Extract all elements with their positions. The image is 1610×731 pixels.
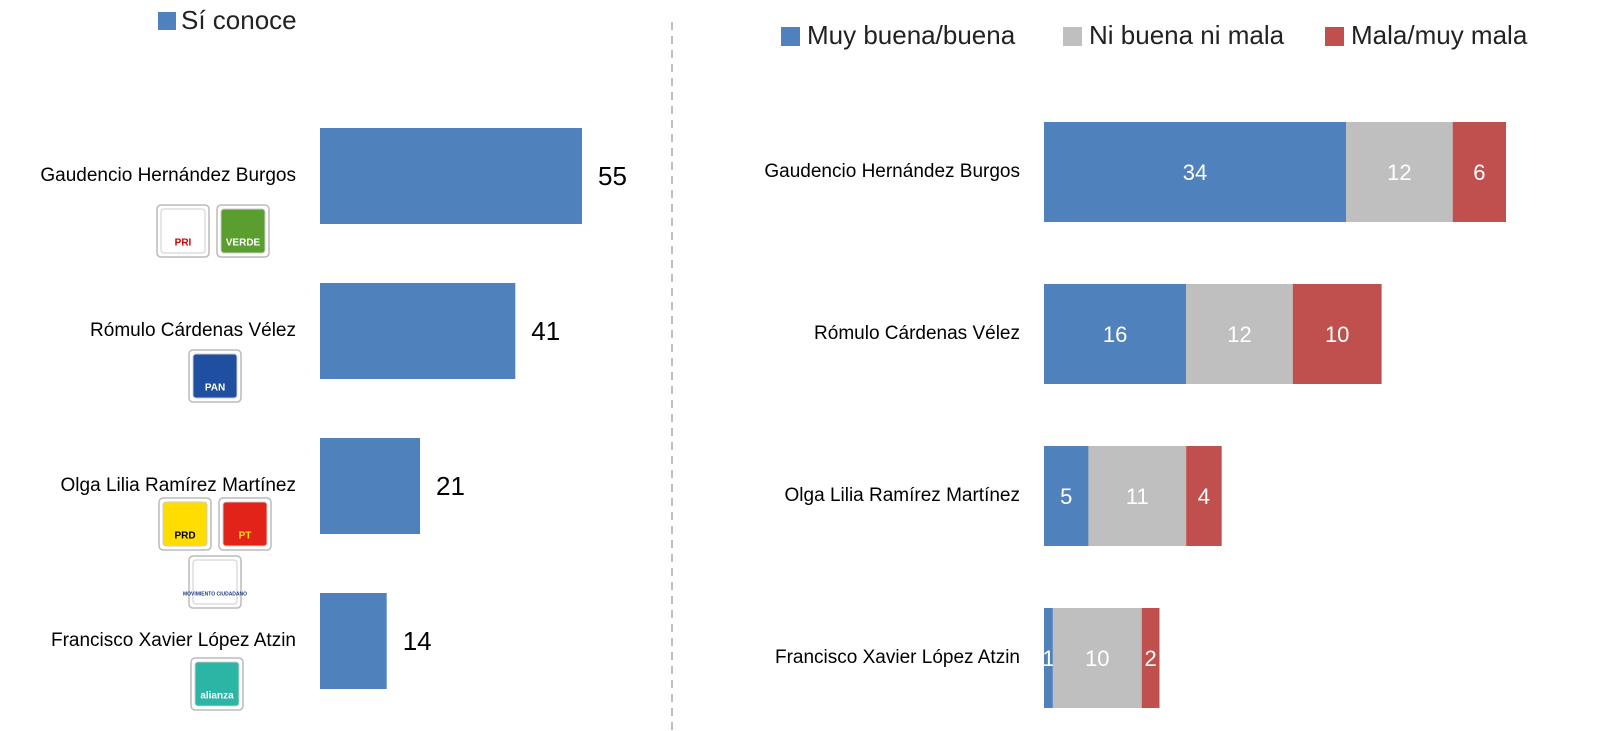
bar-segment	[1044, 608, 1053, 708]
legend-label: Sí conoce	[181, 5, 297, 35]
category-label: Francisco Xavier López Atzin	[775, 647, 1020, 668]
value-label: 11	[1126, 484, 1149, 509]
value-label: 5	[1060, 484, 1072, 509]
logo-body	[192, 353, 238, 399]
logo-body	[160, 208, 206, 254]
bar-segment	[1044, 446, 1089, 546]
value-label: 41	[531, 316, 560, 346]
value-label: 12	[1227, 322, 1251, 347]
category-label: Francisco Xavier López Atzin	[51, 630, 296, 651]
logo-body	[220, 208, 266, 254]
value-label: 12	[1387, 160, 1411, 185]
bar-segment	[1052, 608, 1142, 708]
bar-segment	[1044, 284, 1187, 384]
value-label: 10	[1325, 322, 1349, 347]
bar-segment	[1186, 446, 1222, 546]
logo-body	[192, 559, 238, 605]
party-logo: VERDE	[216, 204, 270, 258]
bar	[320, 283, 516, 379]
value-label: 21	[436, 471, 465, 501]
value-label: 2	[1144, 646, 1156, 671]
bar-segment	[1346, 122, 1453, 222]
category-label: Olga Lilia Ramírez Martínez	[785, 485, 1020, 506]
value-label: 1	[1042, 646, 1054, 671]
bar	[320, 593, 387, 689]
category-label: Gaudencio Hernández Burgos	[764, 161, 1020, 182]
legend-swatch	[1325, 27, 1344, 46]
party-logo: alianza	[190, 657, 244, 711]
party-logo: PRI	[156, 204, 210, 258]
category-label: Rómulo Cárdenas Vélez	[90, 320, 296, 341]
bar-segment	[1088, 446, 1187, 546]
logo-text: VERDE	[226, 238, 261, 249]
logo-body	[222, 501, 268, 547]
logo-text: MOVIMIENTO CIUDADANO	[183, 591, 247, 597]
logo-text: PRI	[175, 238, 192, 249]
bar-segment	[1186, 284, 1293, 384]
logo-text: alianza	[200, 691, 234, 702]
category-label: Olga Lilia Ramírez Martínez	[61, 475, 296, 496]
logo-body	[162, 501, 208, 547]
logo-body	[194, 661, 240, 707]
legend-label: Mala/muy mala	[1351, 20, 1528, 50]
value-label: 10	[1085, 646, 1109, 671]
bar	[320, 128, 582, 224]
party-logo: PT	[218, 497, 272, 551]
legend-swatch	[1063, 27, 1082, 46]
logo-text: PAN	[205, 383, 225, 394]
logo-text: PRD	[174, 531, 195, 542]
logo-text: PT	[239, 531, 252, 542]
bar-segment	[1141, 608, 1160, 708]
bar-segment	[1452, 122, 1506, 222]
bar-segment	[1292, 284, 1382, 384]
legend-label: Muy buena/buena	[807, 20, 1016, 50]
party-logo: PRD	[158, 497, 212, 551]
legend-swatch	[781, 27, 800, 46]
category-label: Gaudencio Hernández Burgos	[40, 165, 296, 186]
value-label: 4	[1198, 484, 1210, 509]
bar	[320, 438, 421, 534]
party-logo: MOVIMIENTO CIUDADANO	[183, 555, 247, 609]
value-label: 34	[1183, 160, 1207, 185]
legend-swatch	[158, 12, 176, 30]
party-logo: PAN	[188, 349, 242, 403]
value-label: 16	[1103, 322, 1127, 347]
value-label: 6	[1473, 160, 1485, 185]
legend-label: Ni buena ni mala	[1089, 20, 1285, 50]
value-label: 14	[403, 626, 432, 656]
bar-segment	[1044, 122, 1347, 222]
category-label: Rómulo Cárdenas Vélez	[814, 323, 1020, 344]
value-label: 55	[598, 161, 627, 191]
